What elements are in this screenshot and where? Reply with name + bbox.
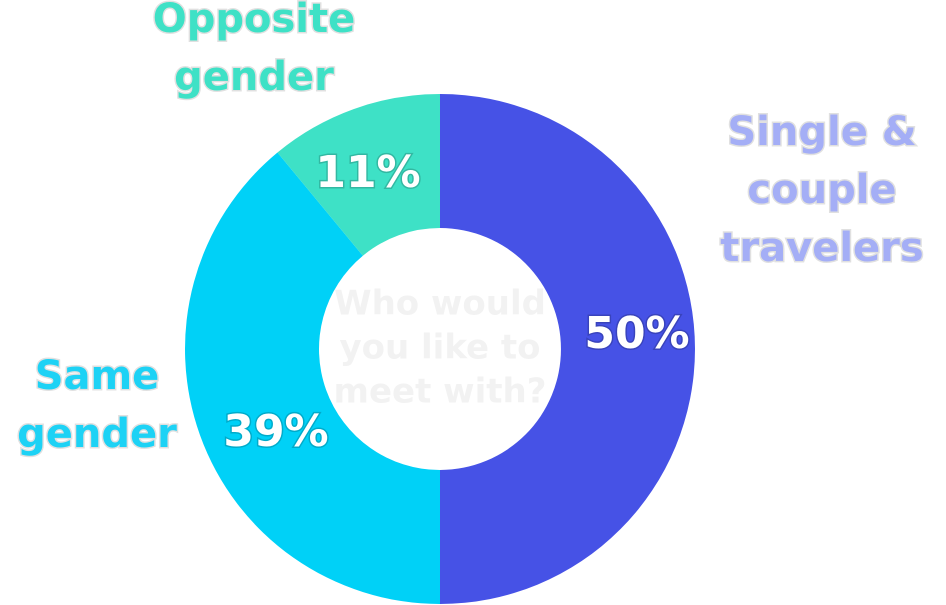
category-label: Single & couple travelers [720, 109, 923, 271]
category-label-line: gender [17, 411, 177, 457]
slice-opposite-gender [277, 94, 440, 256]
slice-value-label: 39% [223, 406, 328, 457]
slice-same-gender [185, 152, 440, 605]
category-label-line: couple [747, 167, 896, 213]
center-caption-line: Who would [334, 284, 546, 324]
chart-slices [185, 94, 695, 605]
slice-value-labels: 50% 39% 11% [222, 146, 691, 459]
category-label-line: Opposite [153, 0, 356, 42]
center-caption-line: meet with? [334, 372, 547, 412]
category-label: Opposite gender [153, 0, 356, 100]
category-label-line: Single & [727, 109, 916, 155]
category-label-line: Same [35, 353, 160, 399]
slice-value-label: 11% [315, 147, 420, 198]
slice-value-label: 50% [584, 308, 689, 359]
center-caption-line: you like to [339, 328, 540, 368]
category-label-line: travelers [720, 225, 923, 271]
slice-single-couple-travelers [440, 94, 695, 604]
category-label: Same gender [17, 353, 177, 457]
category-label-line: gender [174, 54, 334, 100]
